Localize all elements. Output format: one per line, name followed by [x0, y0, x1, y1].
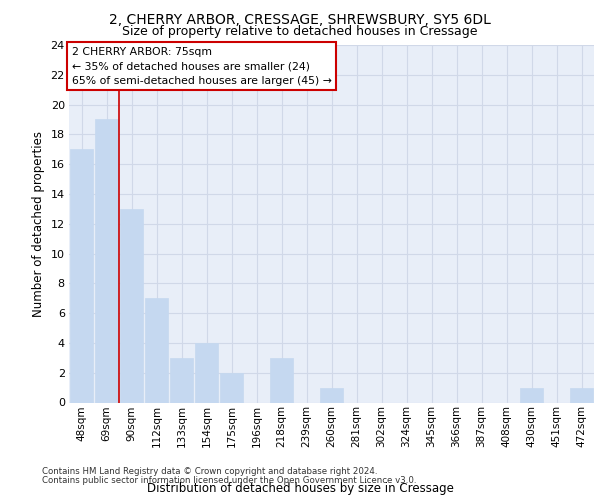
Bar: [569, 388, 593, 402]
Y-axis label: Number of detached properties: Number of detached properties: [32, 130, 45, 317]
Bar: [520, 388, 544, 402]
Bar: [170, 358, 193, 403]
Text: 2 CHERRY ARBOR: 75sqm
← 35% of detached houses are smaller (24)
65% of semi-deta: 2 CHERRY ARBOR: 75sqm ← 35% of detached …: [71, 47, 331, 86]
Bar: [70, 150, 94, 402]
Bar: [220, 372, 244, 402]
Bar: [269, 358, 293, 403]
Text: 2, CHERRY ARBOR, CRESSAGE, SHREWSBURY, SY5 6DL: 2, CHERRY ARBOR, CRESSAGE, SHREWSBURY, S…: [109, 12, 491, 26]
Bar: [145, 298, 169, 403]
Bar: [119, 209, 143, 402]
Bar: [194, 343, 218, 402]
Text: Size of property relative to detached houses in Cressage: Size of property relative to detached ho…: [122, 25, 478, 38]
Text: Distribution of detached houses by size in Cressage: Distribution of detached houses by size …: [146, 482, 454, 495]
Text: Contains HM Land Registry data © Crown copyright and database right 2024.: Contains HM Land Registry data © Crown c…: [42, 467, 377, 476]
Bar: [95, 120, 118, 403]
Text: Contains public sector information licensed under the Open Government Licence v3: Contains public sector information licen…: [42, 476, 416, 485]
Bar: [320, 388, 343, 402]
